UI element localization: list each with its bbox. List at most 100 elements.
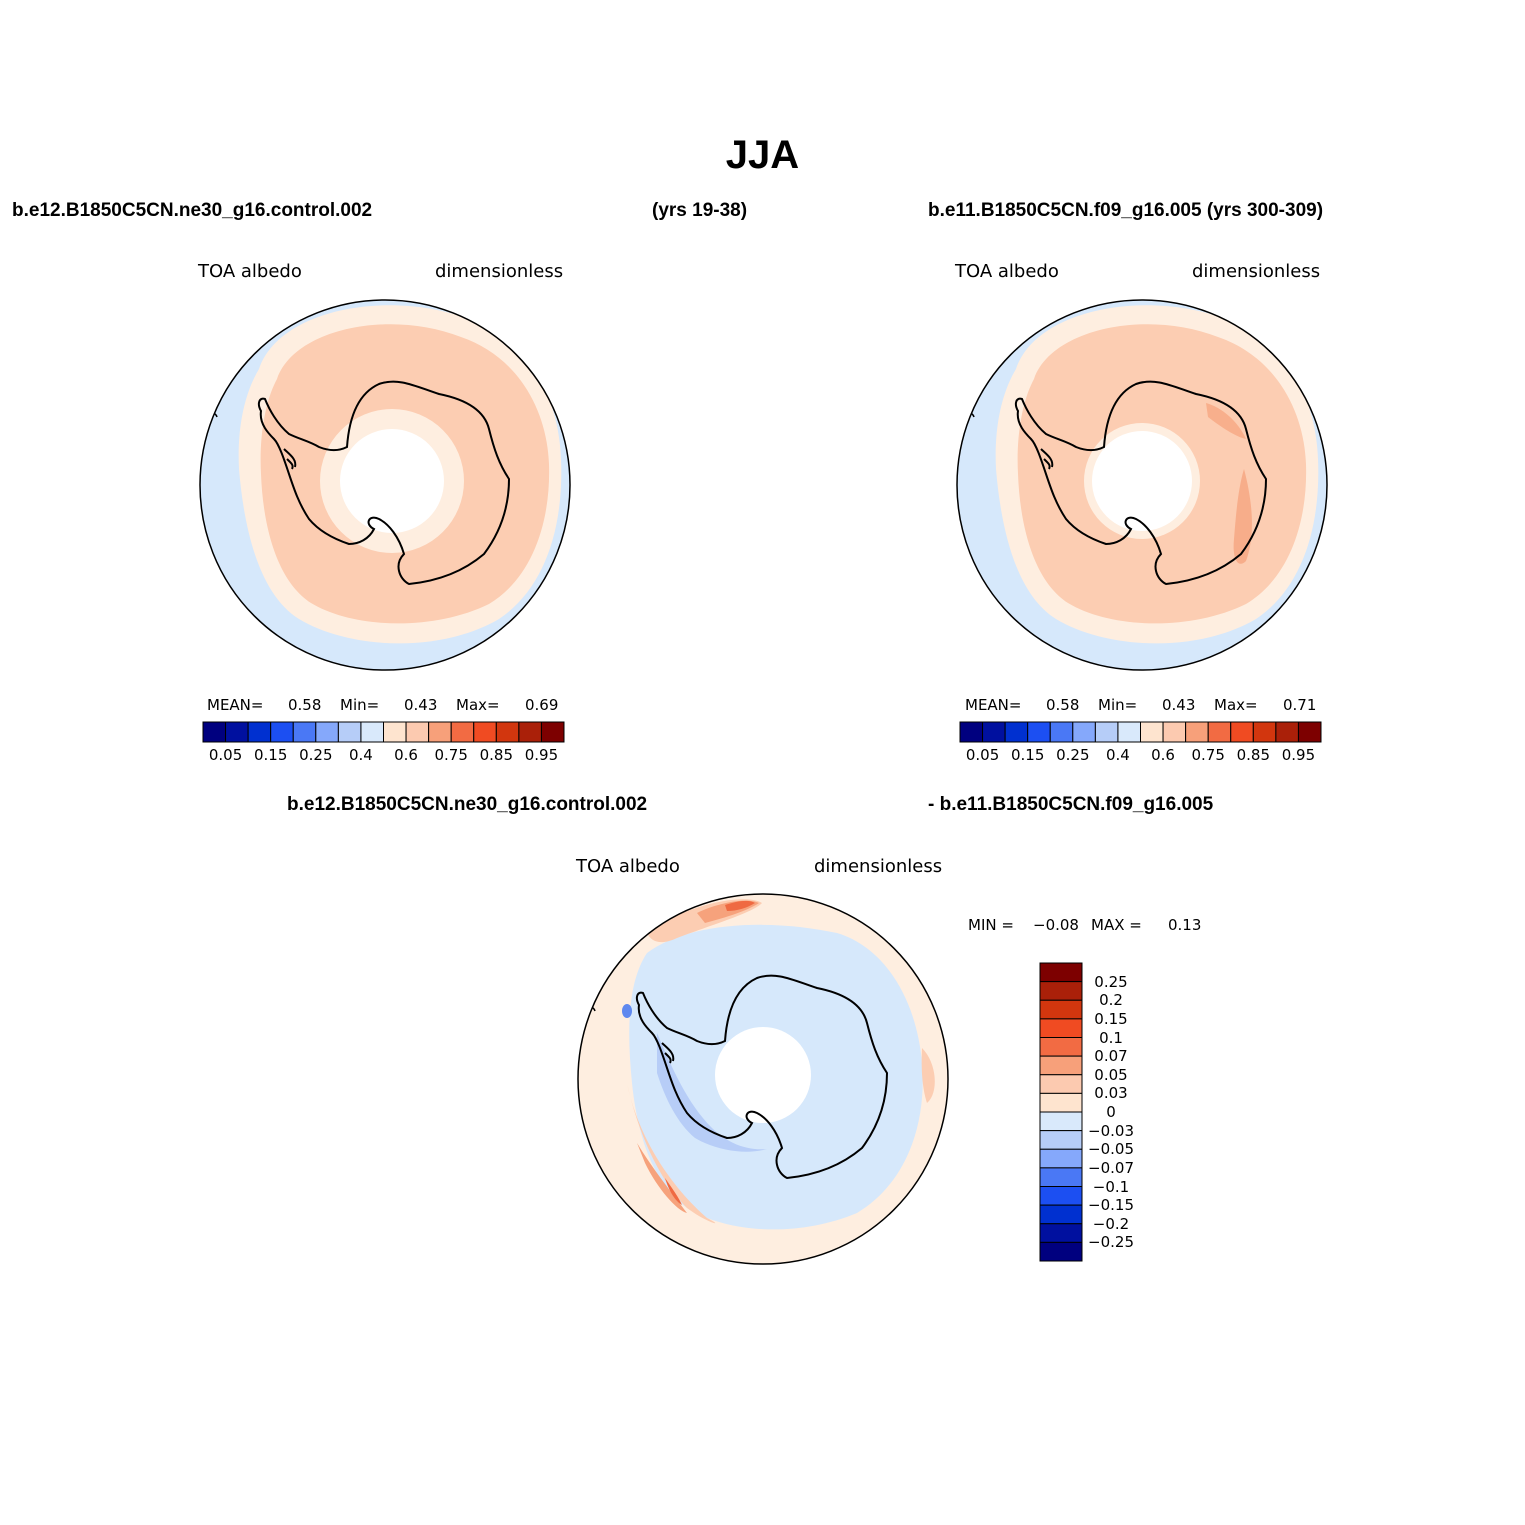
colorbar-box [1039,1223,1083,1243]
panel1-mean-label: MEAN= [207,696,264,714]
panel3-blue-west [657,1033,767,1152]
panel2-max-label: Max= [1214,696,1258,714]
colorbar-box [315,721,339,743]
panel3-min-label: MIN = [968,916,1014,934]
panel1-map [199,299,571,671]
colorbar-box [1004,721,1029,743]
colorbar-box [1039,1241,1083,1262]
colorbar-box [1039,1074,1083,1094]
colorbar-box [1039,1130,1083,1150]
colorbar-box [1039,981,1083,1001]
colorbar-tick-label: 0.15 [1094,1009,1128,1028]
panel1-min-value: 0.43 [404,696,438,714]
colorbar-tick-label: 0.2 [1099,991,1123,1010]
colorbar-tick-label: −0.07 [1088,1158,1134,1177]
panel2-mean-label: MEAN= [965,696,1022,714]
colorbar-tick-label: 0.75 [1191,746,1225,764]
panel1-pole-hole [340,429,444,533]
colorbar-tick-label: 0.07 [1094,1047,1128,1066]
panel2-min-label: Min= [1098,696,1138,714]
colorbar-box [1185,721,1209,743]
panel3-salmon-band-east [921,1048,935,1103]
colorbar-tick-label: 0.25 [1056,746,1090,764]
colorbar-tick-label: 0.4 [349,746,373,764]
colorbar-box [1039,1167,1083,1188]
colorbar-box [1039,999,1083,1020]
colorbar-box [428,721,452,743]
colorbar-tick-label: 0.6 [394,746,418,764]
panel3-blue-dark-spot [622,1004,632,1018]
colorbar-tick-label: 0.15 [1010,746,1045,764]
colorbar-box [1039,1204,1083,1225]
panel1-antarctica-coast [257,380,511,586]
colorbar-tick-label: 0.03 [1094,1084,1128,1103]
colorbar-tick-label: 0.25 [299,746,333,764]
panel3-max-value: 0.13 [1168,916,1202,934]
panel3-variable: TOA albedo [576,856,680,877]
colorbar-tick-label: 0.85 [1236,746,1271,764]
colorbar-tick-label: 0.05 [208,746,243,764]
panel1-years: (yrs 19-38) [652,200,748,221]
colorbar-box [518,721,542,743]
colorbar-box [495,721,520,743]
colorbar-box [1039,1111,1083,1132]
colorbar-box [1039,962,1083,983]
colorbar-tick-label: −0.2 [1092,1214,1130,1233]
colorbar-box [337,721,362,743]
panel2-mean-value: 0.58 [1046,696,1080,714]
panel1-peninsula [283,448,297,470]
colorbar-box [1039,1037,1083,1057]
colorbar-tick-label: 0.75 [434,746,468,764]
panel3-map-border [577,893,949,1265]
panel3-max-label: MAX = [1091,916,1142,934]
panel2-max-value: 0.71 [1283,696,1317,714]
panel3-case-left: b.e12.B1850C5CN.ne30_g16.control.002 [287,794,648,815]
colorbar-tick-label: 0.15 [253,746,288,764]
colorbar-box [1072,721,1096,743]
panel1-mean-value: 0.58 [288,696,322,714]
colorbar-box [1039,1018,1083,1039]
colorbar-box [1039,1148,1083,1169]
colorbar-box [1252,721,1277,743]
colorbar-box [473,721,497,743]
panel2-units: dimensionless [1192,261,1321,282]
panel2-pole-hole [1092,431,1192,531]
panel3-map [577,893,949,1265]
colorbar-box [1275,721,1299,743]
colorbar-box [1162,721,1187,743]
colorbar-box [1027,721,1051,743]
colorbar-box [405,721,430,743]
colorbar-tick-label: 0.05 [1094,1065,1128,1084]
panel2-antarctica-coast [1014,380,1268,586]
colorbar-box [360,721,385,743]
colorbar-tick-label: 0.95 [1281,746,1316,764]
colorbar-box [1094,721,1119,743]
colorbar-tick-label: 0.95 [524,746,559,764]
panel2-variable: TOA albedo [955,261,1059,282]
colorbar-box [959,721,984,743]
panel3-red-patch-south [665,1178,682,1205]
panel1-variable: TOA albedo [198,261,302,282]
colorbar-tick-label: 0.05 [965,746,1000,764]
colorbar-box [1039,1186,1083,1206]
panel3-case-right: - b.e11.B1850C5CN.f09_g16.005 [928,794,1214,815]
panel1-map-border [199,299,571,671]
panel2-case-name: b.e11.B1850C5CN.f09_g16.005 (yrs 300-309… [928,200,1324,221]
colorbar-box [540,721,565,743]
panel1-case-name: b.e12.B1850C5CN.ne30_g16.control.002 [12,200,373,221]
colorbar-box [247,721,272,743]
colorbar-tick-label: 0.85 [479,746,514,764]
colorbar-box [1049,721,1074,743]
colorbar-tick-label: 0.4 [1106,746,1130,764]
panel3-units: dimensionless [814,856,943,877]
colorbar-tick-label: 0.1 [1099,1028,1123,1047]
panel1-max-value: 0.69 [525,696,559,714]
panel1-units: dimensionless [435,261,564,282]
colorbar-box [1140,721,1164,743]
colorbar-tick-label: 0.6 [1151,746,1175,764]
colorbar-box [450,721,475,743]
colorbar-box [225,721,249,743]
colorbar-tick-label: 0.25 [1094,972,1128,991]
panel3-min-value: −0.08 [1033,916,1079,934]
colorbar-box [1230,721,1254,743]
